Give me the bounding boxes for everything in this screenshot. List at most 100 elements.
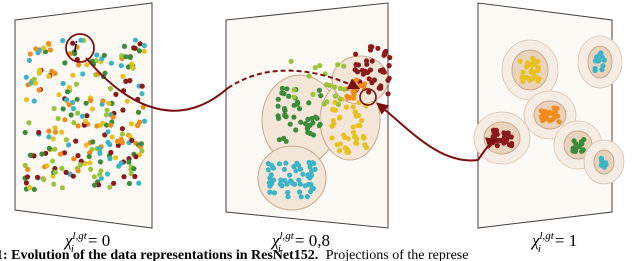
dot: [290, 180, 296, 186]
dot: [23, 97, 30, 103]
dot: [287, 121, 293, 127]
dot: [60, 38, 66, 44]
dot: [64, 97, 70, 103]
dot: [291, 114, 297, 120]
value: = 0: [88, 231, 110, 250]
dot: [342, 145, 348, 151]
dot: [293, 127, 299, 133]
dot: [361, 135, 367, 141]
panel-label: χl,gt i = 1: [530, 230, 577, 255]
dot: [110, 114, 116, 120]
dot: [283, 160, 289, 166]
dot: [33, 46, 39, 52]
dot: [530, 70, 536, 76]
dot: [92, 182, 98, 188]
dot: [105, 129, 111, 135]
dot: [276, 161, 282, 167]
dot: [309, 168, 315, 174]
dot: [86, 153, 92, 160]
dot: [120, 73, 126, 79]
dot: [22, 129, 28, 136]
dot: [31, 98, 37, 104]
dot: [46, 134, 52, 140]
dot: [44, 163, 50, 169]
dot: [386, 75, 392, 81]
dot: [120, 107, 126, 113]
dot: [58, 151, 64, 157]
dot: [357, 123, 363, 129]
dot: [119, 131, 125, 137]
dot: [126, 180, 132, 187]
dot: [45, 40, 52, 47]
dot: [71, 156, 77, 162]
dot: [131, 166, 137, 172]
superscript: l,gt: [72, 230, 87, 242]
arrow: [477, 137, 499, 161]
arrow: [227, 69, 361, 90]
dot: [104, 171, 111, 177]
dot: [305, 172, 311, 178]
dot: [119, 139, 125, 146]
dot: [136, 180, 142, 186]
dot: [83, 100, 89, 106]
dot: [358, 118, 365, 124]
dot: [119, 53, 125, 59]
dot: [98, 122, 104, 128]
dot: [350, 104, 356, 110]
dot: [78, 37, 84, 43]
dot: [288, 58, 294, 64]
dot: [275, 103, 281, 109]
dot: [52, 146, 58, 152]
dot: [41, 177, 47, 183]
dot: [82, 118, 89, 125]
dot: [139, 83, 145, 89]
dot: [108, 149, 114, 156]
dot: [369, 44, 375, 50]
dot: [60, 80, 66, 87]
dot: [304, 193, 310, 200]
dot: [603, 160, 609, 166]
dot: [68, 112, 74, 118]
dot: [62, 60, 68, 66]
dot: [90, 139, 96, 145]
dot: [70, 40, 76, 46]
dot: [127, 78, 133, 84]
dot: [28, 80, 34, 86]
dot: [298, 119, 304, 125]
dot: [59, 185, 65, 191]
dot: [306, 100, 312, 106]
dot: [592, 67, 598, 73]
dot: [281, 166, 287, 172]
dot: [294, 160, 300, 166]
dot: [351, 91, 357, 97]
dot: [83, 142, 89, 148]
panel-label: χl,gt i = 0: [63, 230, 110, 255]
dot: [307, 164, 313, 170]
dot: [24, 174, 31, 180]
dot: [87, 150, 93, 156]
dot: [114, 138, 120, 144]
arrow: [376, 102, 479, 162]
dot: [337, 85, 343, 91]
dot: [309, 185, 315, 191]
dot: [94, 52, 100, 58]
dot: [60, 106, 66, 112]
dot: [129, 64, 135, 70]
dot: [31, 186, 37, 192]
dot: [366, 89, 372, 95]
dot: [88, 166, 94, 172]
dot: [508, 143, 515, 149]
dot: [265, 160, 271, 167]
dot: [36, 70, 42, 76]
dot: [66, 142, 72, 148]
dot: [383, 48, 389, 55]
dot: [132, 45, 138, 51]
dot: [138, 141, 144, 147]
dot: [298, 194, 304, 200]
dot: [291, 94, 297, 100]
superscript: l,gt: [539, 230, 554, 242]
dot: [270, 177, 276, 183]
arrow: [85, 57, 229, 112]
dot: [350, 124, 356, 130]
dot: [104, 122, 110, 128]
